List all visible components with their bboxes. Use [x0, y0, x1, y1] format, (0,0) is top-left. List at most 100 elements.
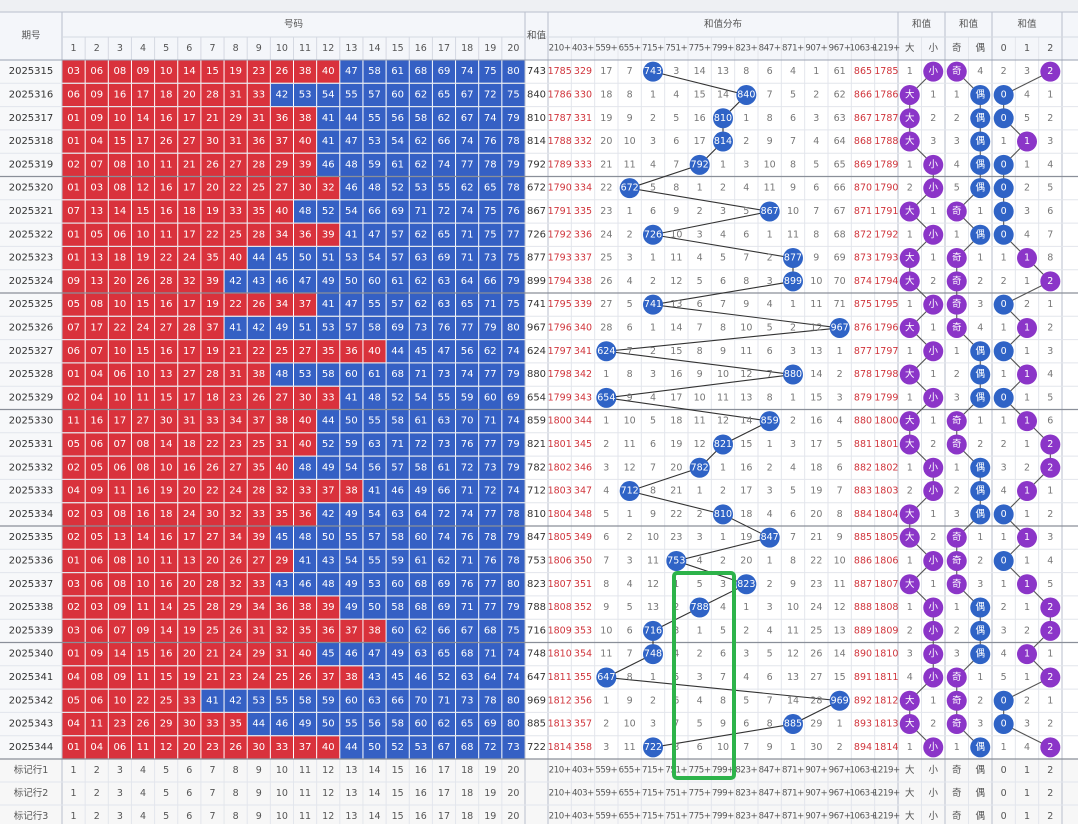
omission: 7 [650, 462, 656, 473]
sum-value: 821 [527, 439, 546, 450]
drawn-number: 36 [345, 346, 358, 357]
drawn-number: 43 [322, 555, 335, 566]
drawn-number: 42 [252, 322, 265, 333]
drawn-number: 74 [484, 113, 497, 124]
omission: 1801 [548, 439, 572, 450]
omission: 1 [1001, 369, 1007, 380]
drawn-number: 33 [252, 89, 265, 100]
number-cell [247, 456, 270, 479]
drawn-number: 27 [160, 322, 173, 333]
drawn-number: 01 [67, 229, 80, 240]
footer-number-label: 9 [256, 811, 262, 822]
omission: 1 [1024, 276, 1030, 287]
drawn-number: 24 [183, 253, 196, 264]
omission: 348 [574, 509, 592, 520]
drawn-number: 06 [114, 742, 127, 753]
drawn-number: 68 [414, 602, 427, 613]
number-cell [432, 340, 456, 363]
number-col-label: 14 [368, 43, 380, 54]
odd-even-ball-text: 奇 [952, 531, 962, 543]
number-cell [340, 712, 363, 736]
big-small-ball [899, 201, 920, 222]
omission: 18 [670, 416, 682, 427]
omission: 11 [694, 416, 706, 427]
big-small-ball-text: 大 [905, 275, 915, 287]
number-cell [502, 107, 525, 130]
omission: 350 [574, 555, 592, 566]
number-cell [178, 689, 201, 712]
number-cell [432, 643, 456, 666]
omission: 1 [954, 742, 960, 753]
number-cell [363, 200, 386, 223]
omission: 12 [647, 579, 659, 590]
big-small-ball-text: 小 [928, 229, 938, 240]
footer-bucket-label: 559+ [595, 766, 617, 776]
number-cell [386, 363, 409, 386]
drawn-number: 33 [322, 392, 335, 403]
omission: 13 [810, 346, 822, 357]
drawn-number: 38 [345, 672, 358, 683]
omission: 1788 [548, 136, 572, 147]
omission: 3 [697, 229, 703, 240]
omission: 11 [810, 299, 822, 310]
drawn-number: 75 [507, 625, 520, 636]
number-col-label: 7 [209, 43, 215, 54]
number-cell [201, 479, 224, 503]
sum-value: 748 [527, 649, 546, 660]
omission: 4 [1047, 369, 1053, 380]
omission: 8 [627, 672, 633, 683]
drawn-number: 51 [299, 322, 312, 333]
footer-number-label: 6 [186, 788, 192, 799]
drawn-number: 49 [345, 579, 358, 590]
footer-bucket-label: 799+ [712, 789, 734, 799]
drawn-number: 17 [114, 416, 127, 427]
omission: 9 [720, 719, 726, 730]
drawn-number: 27 [299, 346, 312, 357]
drawn-number: 35 [252, 462, 265, 473]
sum-ball [596, 387, 617, 408]
drawn-number: 30 [299, 183, 312, 194]
number-cell [317, 130, 340, 153]
number-cell [178, 363, 201, 386]
footer-number-label: 18 [461, 788, 473, 799]
number-cell [85, 270, 108, 293]
odd-even-ball-text: 偶 [975, 624, 985, 636]
drawn-number: 35 [299, 625, 312, 636]
number-cell [178, 712, 201, 736]
number-cell [85, 223, 108, 246]
number-cell [224, 456, 247, 479]
drawn-number: 46 [276, 276, 289, 287]
drawn-number: 40 [368, 346, 381, 357]
sub-header-label: 2 [1047, 43, 1053, 54]
footer-bucket-label: 967+ [829, 789, 851, 799]
period: 2025343 [9, 719, 54, 730]
drawn-number: 32 [229, 509, 242, 520]
footer-bucket-label: 655+ [619, 789, 641, 799]
omission: 10 [810, 276, 822, 287]
number-cell [224, 479, 247, 503]
drawn-number: 48 [368, 183, 381, 194]
drawn-number: 47 [368, 649, 381, 660]
omission: 2 [790, 322, 796, 333]
number-cell [224, 689, 247, 712]
omission: 1807 [874, 579, 898, 590]
footer-number-label: 2 [94, 788, 100, 799]
drawn-number: 72 [438, 206, 451, 217]
number-cell [363, 223, 386, 246]
omission: 11 [764, 183, 776, 194]
omission: 1802 [548, 462, 572, 473]
drawn-number: 71 [461, 229, 474, 240]
number-cell [85, 456, 108, 479]
omission: 11 [624, 159, 636, 170]
drawn-number: 72 [461, 462, 474, 473]
drawn-number: 22 [229, 299, 242, 310]
number-cell [201, 223, 224, 246]
drawn-number: 20 [206, 555, 219, 566]
number-cell [62, 386, 85, 409]
footer-bucket-label: 751+ [665, 766, 687, 776]
drawn-number: 11 [160, 159, 173, 170]
period: 2025336 [9, 555, 54, 566]
odd-even-ball [946, 411, 967, 432]
number-cell [178, 596, 201, 619]
drawn-number: 79 [507, 276, 520, 287]
